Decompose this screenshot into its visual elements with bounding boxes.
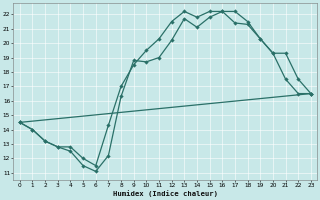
X-axis label: Humidex (Indice chaleur): Humidex (Indice chaleur): [113, 190, 218, 197]
